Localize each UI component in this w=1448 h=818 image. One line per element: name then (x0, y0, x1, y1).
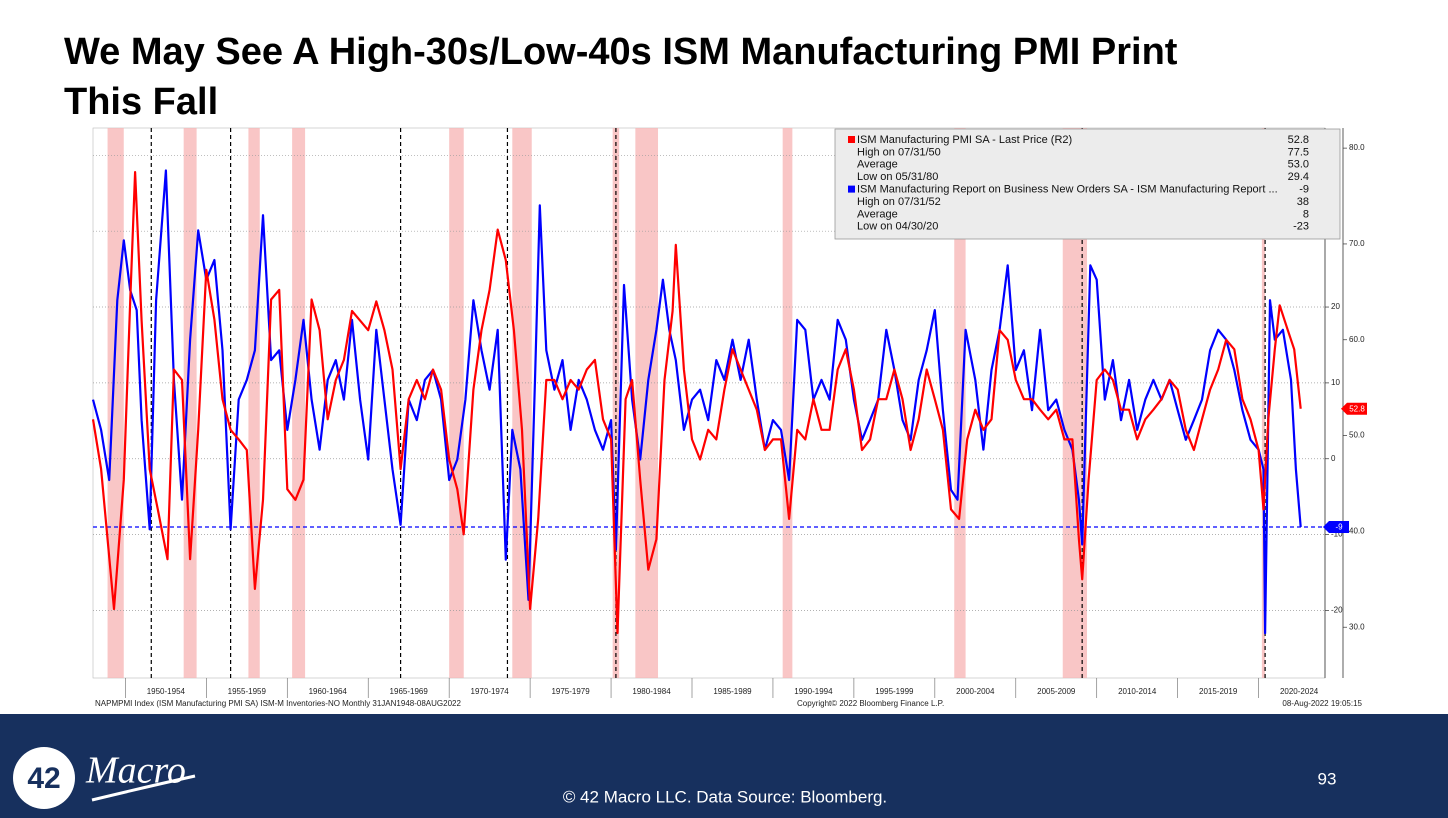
x-tick-label: 2020-2024 (1280, 687, 1319, 696)
legend-stat-label: High on 07/31/50 (857, 146, 941, 158)
y-tick-label: 20 (1331, 302, 1340, 311)
legend-stat-label: Average (857, 208, 898, 220)
x-tick-label: 1970-1974 (471, 687, 510, 696)
plot: -20-1001020304030.040.050.060.070.080.01… (91, 128, 1367, 708)
legend-label: ISM Manufacturing Report on Business New… (857, 184, 1278, 196)
y2-tick-label: 60.0 (1349, 335, 1365, 344)
x-tick-label: 1975-1979 (551, 687, 590, 696)
x-tick-label: 2000-2004 (956, 687, 995, 696)
y2-tick-label: 80.0 (1349, 143, 1365, 152)
legend-stat-value: 53.0 (1288, 159, 1309, 171)
x-tick-label: 1955-1959 (228, 687, 267, 696)
x-tick-label: 1965-1969 (390, 687, 429, 696)
y2-tick-label: 30.0 (1349, 622, 1365, 631)
copyright: Copyright© 2022 Bloomberg Finance L.P. (797, 699, 944, 708)
logo-text: Macro (85, 750, 186, 792)
shaded-period (248, 128, 260, 678)
slide-title-line: This Fall (64, 81, 218, 123)
x-tick-label: 1985-1989 (713, 687, 752, 696)
y2-tick-label: 50.0 (1349, 431, 1365, 440)
legend-stat-value: 8 (1303, 208, 1309, 220)
legend-stat-value: 29.4 (1288, 171, 1309, 183)
y-tick-label: 10 (1331, 378, 1340, 387)
x-tick-label: 1995-1999 (875, 687, 914, 696)
last-value-label: -9 (1335, 523, 1343, 532)
credit: © 42 Macro LLC. Data Source: Bloomberg. (563, 787, 887, 806)
legend-stat-label: Low on 05/31/80 (857, 171, 938, 183)
x-tick-label: 1980-1984 (632, 687, 671, 696)
shaded-period (782, 128, 793, 678)
logo-circle (13, 747, 75, 809)
legend-label: ISM Manufacturing PMI SA - Last Price (R… (857, 134, 1072, 146)
last-value-tag (1323, 521, 1349, 534)
x-tick-label: 1960-1964 (309, 687, 348, 696)
x-tick-label: 1990-1994 (794, 687, 833, 696)
y2-tick-label: 70.0 (1349, 239, 1365, 248)
x-tick-label: 2010-2014 (1118, 687, 1157, 696)
source-note: NAPMPMI Index (ISM Manufacturing PMI SA)… (95, 699, 461, 708)
last-value-label: 52.8 (1349, 404, 1365, 413)
legend-stat-label: Average (857, 159, 898, 171)
shaded-period (449, 128, 464, 678)
legend-swatch (848, 136, 855, 143)
logo-swoosh (91, 774, 196, 802)
y-tick-label: -10 (1331, 530, 1343, 539)
x-tick-label: 1950-1954 (147, 687, 186, 696)
page-number: 93 (1318, 769, 1337, 788)
legend-stat-label: Low on 04/30/20 (857, 221, 938, 233)
legend-stat-value: -23 (1293, 221, 1309, 233)
timestamp: 08-Aug-2022 19:05:15 (1282, 699, 1362, 708)
legend-box (834, 128, 1341, 240)
series-line (91, 169, 1302, 635)
x-tick-label: 2005-2009 (1037, 687, 1076, 696)
slide-title: We May See A High-30s/Low-40s ISM Manufa… (64, 31, 1178, 73)
shaded-period (954, 128, 966, 678)
series-line (91, 171, 1302, 635)
shaded-period (1261, 128, 1266, 678)
footer-bar (0, 714, 1448, 818)
shaded-period (292, 128, 306, 678)
legend-stat-value: 38 (1297, 196, 1309, 208)
y2-tick-label: 40.0 (1349, 527, 1365, 536)
y-tick-label: -20 (1331, 606, 1343, 615)
shaded-period (183, 128, 197, 678)
last-value-tag (1341, 402, 1367, 415)
legend-stat-value: 77.5 (1288, 146, 1309, 158)
x-tick-label: 2015-2019 (1199, 687, 1238, 696)
logo-number: 42 (27, 762, 60, 795)
legend-stat-label: High on 07/31/52 (857, 196, 941, 208)
y-tick-label: 0 (1331, 454, 1336, 463)
legend-value: 52.8 (1288, 134, 1309, 146)
legend-swatch (848, 185, 855, 193)
legend-value: -9 (1299, 184, 1309, 196)
